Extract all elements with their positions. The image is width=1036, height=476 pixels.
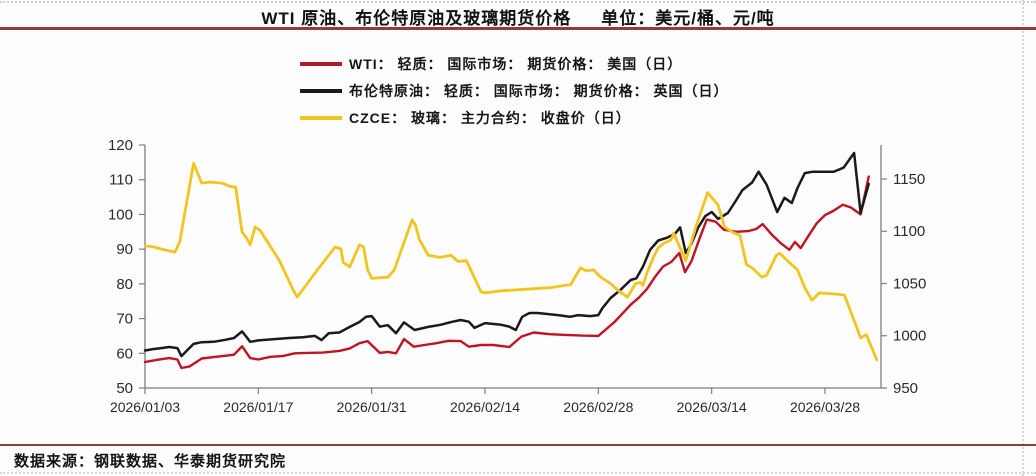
y-left-tick-label: 80 xyxy=(116,276,133,293)
y-right-tick-label: 950 xyxy=(893,380,918,397)
page-edge-artifact-right xyxy=(1022,0,1024,476)
chart-title-text: WTI 原油、布伦特原油及玻璃期货价格 xyxy=(261,9,572,28)
legend-line-swatch xyxy=(300,115,342,120)
y-left-tick-label: 110 xyxy=(109,172,133,189)
y-right-tick-label: 1000 xyxy=(893,328,926,345)
series-line xyxy=(143,161,879,362)
chart-legend: WTI： 轻质： 国际市场： 期货价格： 美国（日） 布伦特原油： 轻质： 国际市… xyxy=(300,50,729,131)
chart-title: WTI 原油、布伦特原油及玻璃期货价格 单位：美元/桶、元/吨 xyxy=(0,4,1036,29)
x-tick-label: 2026/01/03 xyxy=(110,399,180,415)
legend-line-swatch xyxy=(300,61,342,66)
page-edge-artifact-top xyxy=(0,1,1036,3)
x-tick-label: 2026/01/17 xyxy=(223,399,293,415)
title-divider-rule xyxy=(0,27,1036,30)
x-tick-label: 2026/02/14 xyxy=(450,399,520,415)
series-line xyxy=(143,175,870,370)
y-left-tick-label: 90 xyxy=(116,241,133,258)
legend-label: CZCE： 玻璃： 主力合约： 收盘价（日） xyxy=(349,109,631,126)
data-source-note: 数据来源：钢联数据、华泰期货研究院 xyxy=(14,453,287,470)
y-left-tick-label: 60 xyxy=(116,345,133,362)
legend-item: 布伦特原油： 轻质： 国际市场： 期货价格： 英国（日） xyxy=(300,77,729,104)
y-right-tick-label: 1050 xyxy=(893,275,926,292)
x-tick-label: 2026/01/31 xyxy=(337,399,407,415)
y-left-tick-label: 50 xyxy=(116,380,133,397)
legend-item: CZCE： 玻璃： 主力合约： 收盘价（日） xyxy=(300,104,729,131)
page-edge-artifact-bottom xyxy=(0,472,1036,474)
x-tick-label: 2026/03/28 xyxy=(790,399,860,415)
legend-label: WTI： 轻质： 国际市场： 期货价格： 美国（日） xyxy=(349,55,683,72)
legend-line-swatch xyxy=(300,88,342,93)
y-left-tick-label: 120 xyxy=(108,137,133,154)
y-right-tick-label: 1150 xyxy=(893,171,925,188)
chart-unit-text: 单位：美元/桶、元/吨 xyxy=(601,9,775,28)
series-line xyxy=(143,151,870,358)
legend-item: WTI： 轻质： 国际市场： 期货价格： 美国（日） xyxy=(300,50,729,77)
y-right-tick-label: 1100 xyxy=(893,223,925,240)
legend-label: 布伦特原油： 轻质： 国际市场： 期货价格： 英国（日） xyxy=(349,82,729,99)
y-left-tick-label: 100 xyxy=(108,206,133,223)
x-tick-label: 2026/03/14 xyxy=(677,399,747,415)
y-left-tick-label: 70 xyxy=(116,311,133,328)
x-tick-label: 2026/02/28 xyxy=(563,399,633,415)
footer-divider-rule xyxy=(0,444,1036,446)
